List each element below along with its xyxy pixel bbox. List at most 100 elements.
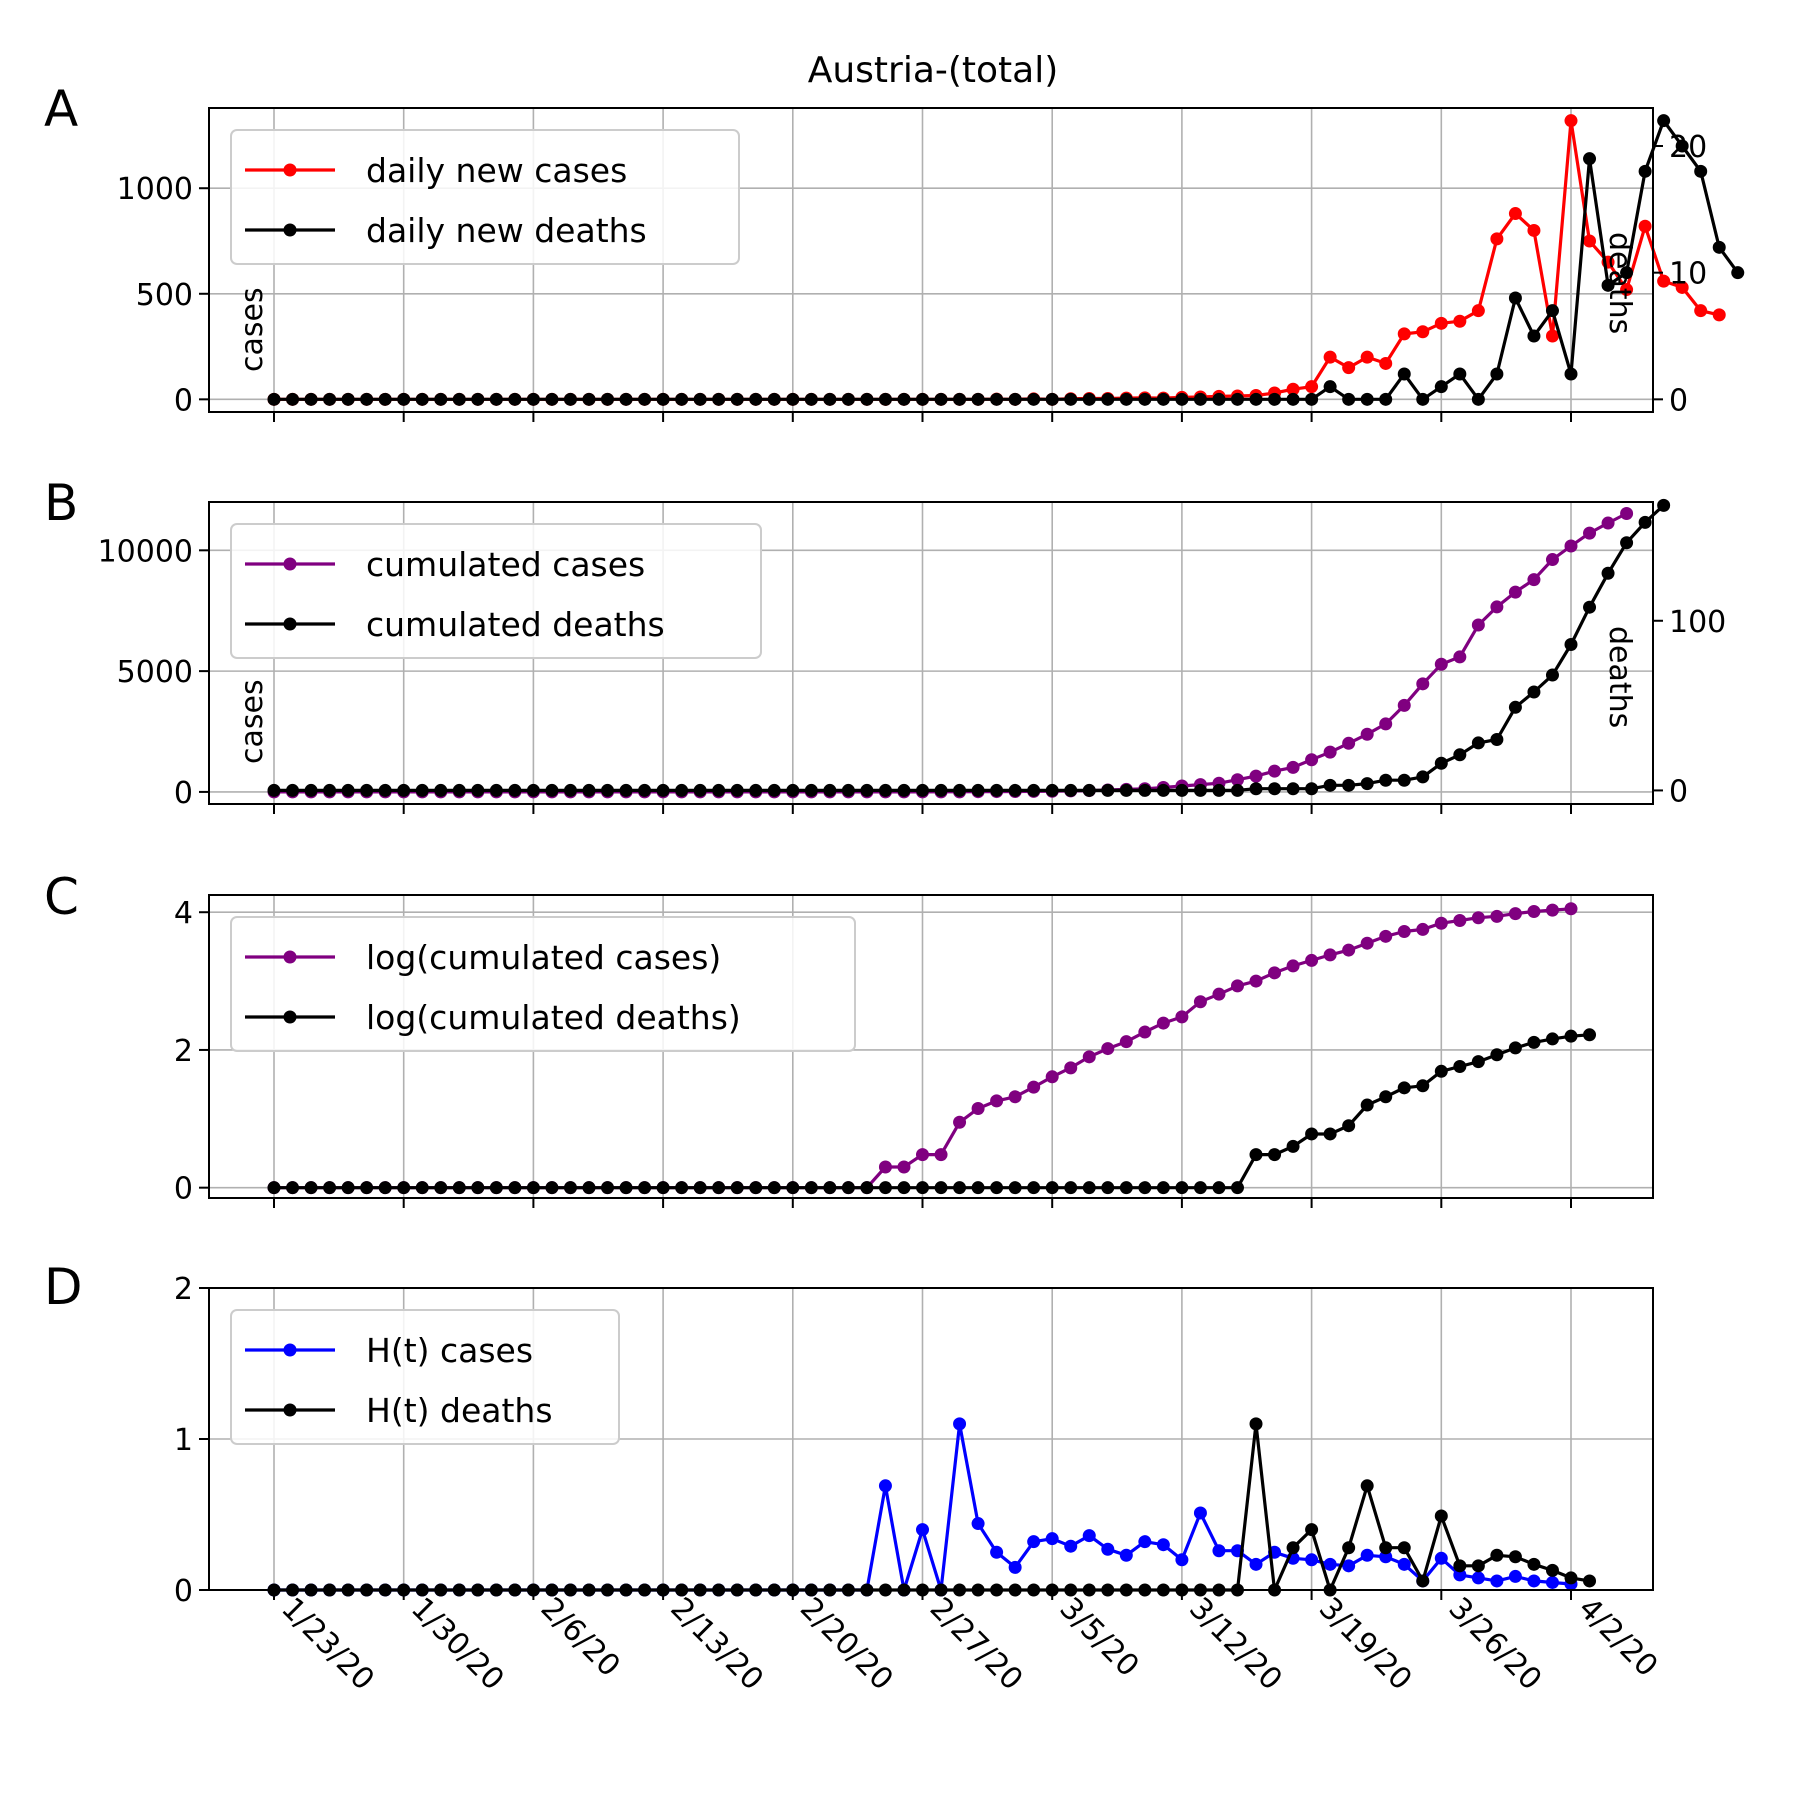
data-point: [1379, 929, 1393, 943]
data-point: [1564, 902, 1578, 916]
data-point: [1119, 1035, 1133, 1049]
data-point: [1471, 1055, 1485, 1069]
data-point: [1564, 114, 1578, 128]
data-point: [563, 392, 577, 406]
data-point: [656, 783, 670, 797]
data-point: [1564, 539, 1578, 553]
data-point: [397, 783, 411, 797]
data-point: [1249, 392, 1263, 406]
legend-marker: [283, 1343, 297, 1357]
data-point: [1342, 1119, 1356, 1133]
data-point: [1323, 380, 1337, 394]
data-point: [1342, 361, 1356, 375]
data-point: [1564, 638, 1578, 652]
x-tick-label: 1/30/20: [404, 1591, 511, 1698]
right-y-tick-label: 10: [1669, 257, 1707, 292]
data-point: [1434, 756, 1448, 770]
legend-label: cumulated deaths: [366, 605, 665, 644]
data-point: [767, 1181, 781, 1195]
data-point: [878, 1160, 892, 1174]
data-point: [1101, 1042, 1115, 1056]
data-point: [323, 392, 337, 406]
data-point: [1045, 1532, 1059, 1546]
data-point: [286, 1181, 300, 1195]
data-point: [378, 1181, 392, 1195]
data-point: [619, 783, 633, 797]
data-point: [452, 392, 466, 406]
data-point: [1583, 1028, 1597, 1042]
data-point: [508, 392, 522, 406]
data-point: [582, 1181, 596, 1195]
data-point: [360, 392, 374, 406]
data-point: [1027, 392, 1041, 406]
legend-label: daily new deaths: [366, 211, 647, 250]
data-point: [1397, 1541, 1411, 1555]
data-point: [489, 783, 503, 797]
data-point: [1527, 1574, 1541, 1588]
data-point: [1545, 668, 1559, 682]
x-tick-label: 2/20/20: [793, 1591, 900, 1698]
data-point: [1379, 1541, 1393, 1555]
data-point: [638, 783, 652, 797]
plot-frame: [208, 107, 1654, 413]
data-point: [916, 1148, 929, 1162]
data-point: [1342, 392, 1356, 406]
data-point: [1379, 1090, 1393, 1104]
data-point: [1379, 392, 1393, 406]
data-point: [1064, 392, 1078, 406]
legend-box: [230, 916, 856, 1052]
data-point: [1305, 1553, 1319, 1567]
data-point: [1583, 1574, 1597, 1588]
right-axis-label: deaths: [1602, 232, 1637, 334]
data-point: [749, 1181, 763, 1195]
data-point: [1027, 1535, 1041, 1549]
data-point: [1323, 1127, 1337, 1141]
legend-marker: [283, 557, 297, 571]
data-point: [823, 1181, 837, 1195]
data-point: [1008, 783, 1022, 797]
x-tick-label: 1/23/20: [274, 1591, 381, 1698]
data-point: [1119, 1181, 1133, 1195]
plot-frame: [208, 894, 1654, 1199]
data-point: [953, 392, 967, 406]
data-point: [1268, 966, 1282, 980]
data-point: [675, 392, 689, 406]
data-point: [1379, 717, 1393, 731]
data-point: [1360, 777, 1374, 791]
data-point: [1138, 783, 1152, 797]
data-point: [1453, 913, 1467, 927]
data-point: [545, 1181, 559, 1195]
data-point: [1323, 778, 1337, 792]
panel-D: 0 1 2 D H(t) cases H(t) deaths: [44, 1258, 1654, 1609]
data-point: [1268, 1148, 1282, 1162]
x-tick-label: 3/19/20: [1312, 1591, 1419, 1698]
data-point: [1508, 1041, 1522, 1055]
x-tick-label: 2/6/20: [534, 1591, 627, 1684]
y-tick-label: 5000: [117, 655, 193, 690]
data-point: [471, 1181, 485, 1195]
data-point: [1638, 515, 1652, 529]
data-point: [360, 1181, 374, 1195]
data-point: [1397, 1557, 1411, 1571]
data-point: [1305, 392, 1319, 406]
data-point: [1008, 1090, 1022, 1104]
data-point: [1045, 392, 1059, 406]
data-point: [934, 392, 948, 406]
data-point: [1490, 1548, 1504, 1562]
data-point: [656, 392, 670, 406]
data-point: [1342, 943, 1356, 957]
data-point: [1379, 1550, 1393, 1564]
data-point: [1045, 1070, 1059, 1084]
data-point: [1527, 223, 1541, 237]
data-point: [526, 783, 540, 797]
data-point: [415, 392, 429, 406]
data-point: [526, 1181, 540, 1195]
data-point: [341, 783, 355, 797]
legend-marker: [283, 1403, 297, 1417]
data-point: [953, 1417, 967, 1431]
data-point: [397, 1181, 411, 1195]
data-point: [1268, 764, 1282, 778]
data-point: [1527, 1035, 1541, 1049]
data-point: [1305, 782, 1319, 796]
data-point: [860, 1181, 874, 1195]
